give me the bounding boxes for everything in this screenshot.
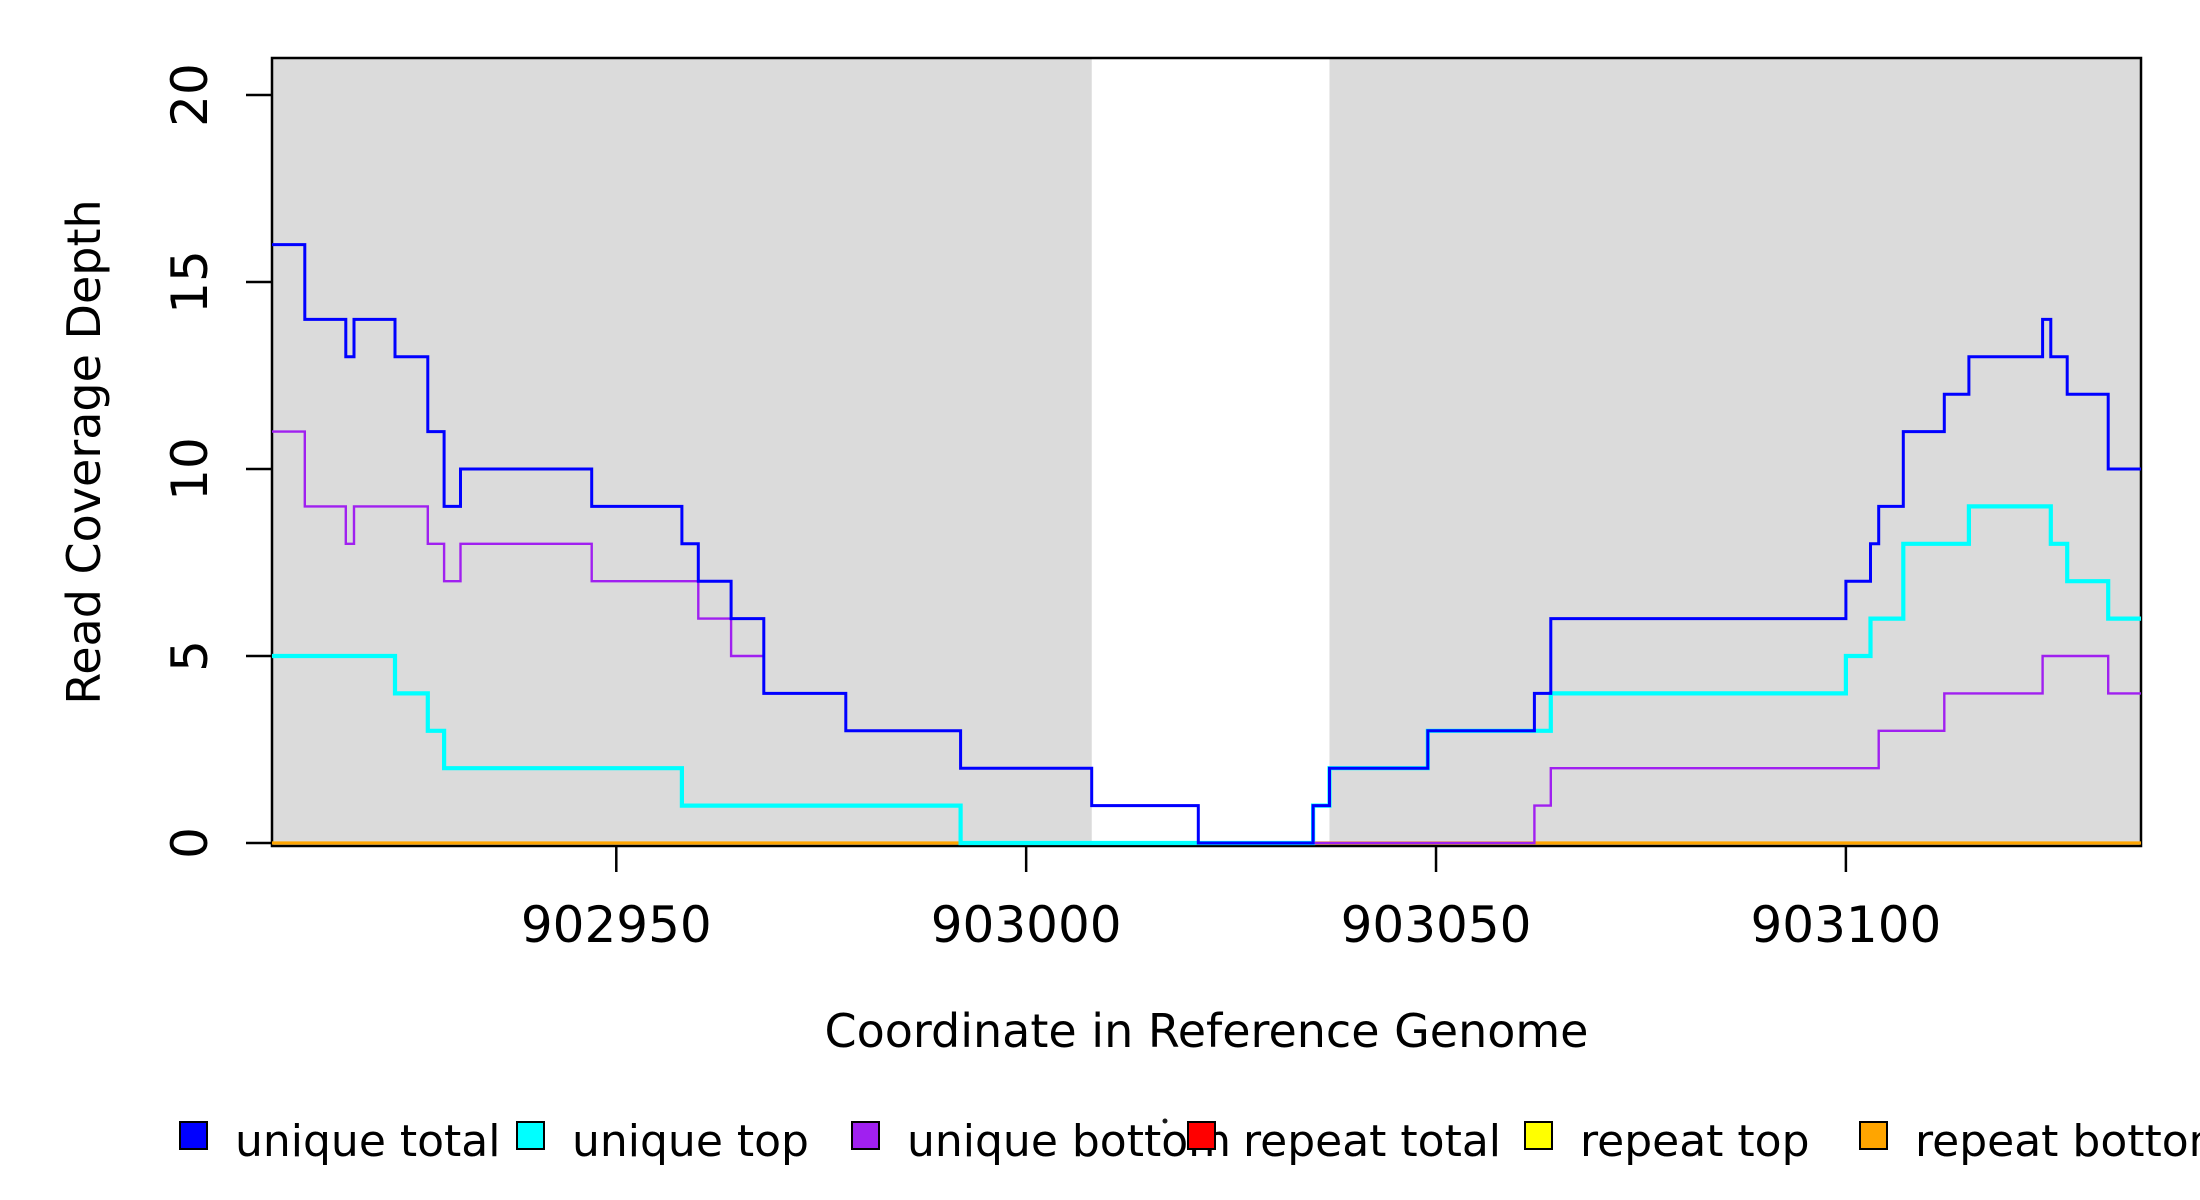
- legend-swatch-repeat-total: [1187, 1121, 1216, 1150]
- legend-label-repeat-bottom: repeat bottom: [1915, 1116, 2200, 1167]
- series-line-unique-total: [272, 243, 2141, 845]
- legend-label-unique-total: unique total: [235, 1116, 500, 1167]
- legend-label-unique-bottom: unique bottom: [907, 1116, 1231, 1167]
- x-tick-label: 903000: [931, 896, 1122, 954]
- y-tick-label: 5: [161, 640, 219, 672]
- shaded-region-0: [272, 59, 1092, 845]
- legend-label-repeat-top: repeat top: [1580, 1116, 1810, 1167]
- legend-swatch-unique-bottom: [851, 1121, 880, 1150]
- y-tick-label: 0: [161, 827, 219, 859]
- legend-swatch-unique-total: [179, 1121, 208, 1150]
- plot-border: [270, 56, 2143, 848]
- legend-label-unique-top: unique top: [572, 1116, 809, 1167]
- y-tick-label: 20: [161, 63, 219, 127]
- legend-swatch-repeat-bottom: [1859, 1121, 1888, 1150]
- legend-swatch-repeat-top: [1524, 1121, 1553, 1150]
- x-tick-label: 902950: [521, 896, 712, 954]
- y-tick-label: 10: [161, 437, 219, 501]
- stray-mark: [1162, 1118, 1168, 1124]
- legend-label-repeat-total: repeat total: [1243, 1116, 1501, 1167]
- legend-swatch-unique-top: [516, 1121, 545, 1150]
- x-tick-label: 903100: [1750, 896, 1941, 954]
- shaded-region-1: [1329, 59, 2141, 845]
- x-tick-label: 903050: [1341, 896, 1532, 954]
- y-tick-label: 15: [161, 250, 219, 314]
- y-axis-title: Read Coverage Depth: [57, 199, 111, 704]
- x-axis-title: Coordinate in Reference Genome: [825, 1004, 1589, 1058]
